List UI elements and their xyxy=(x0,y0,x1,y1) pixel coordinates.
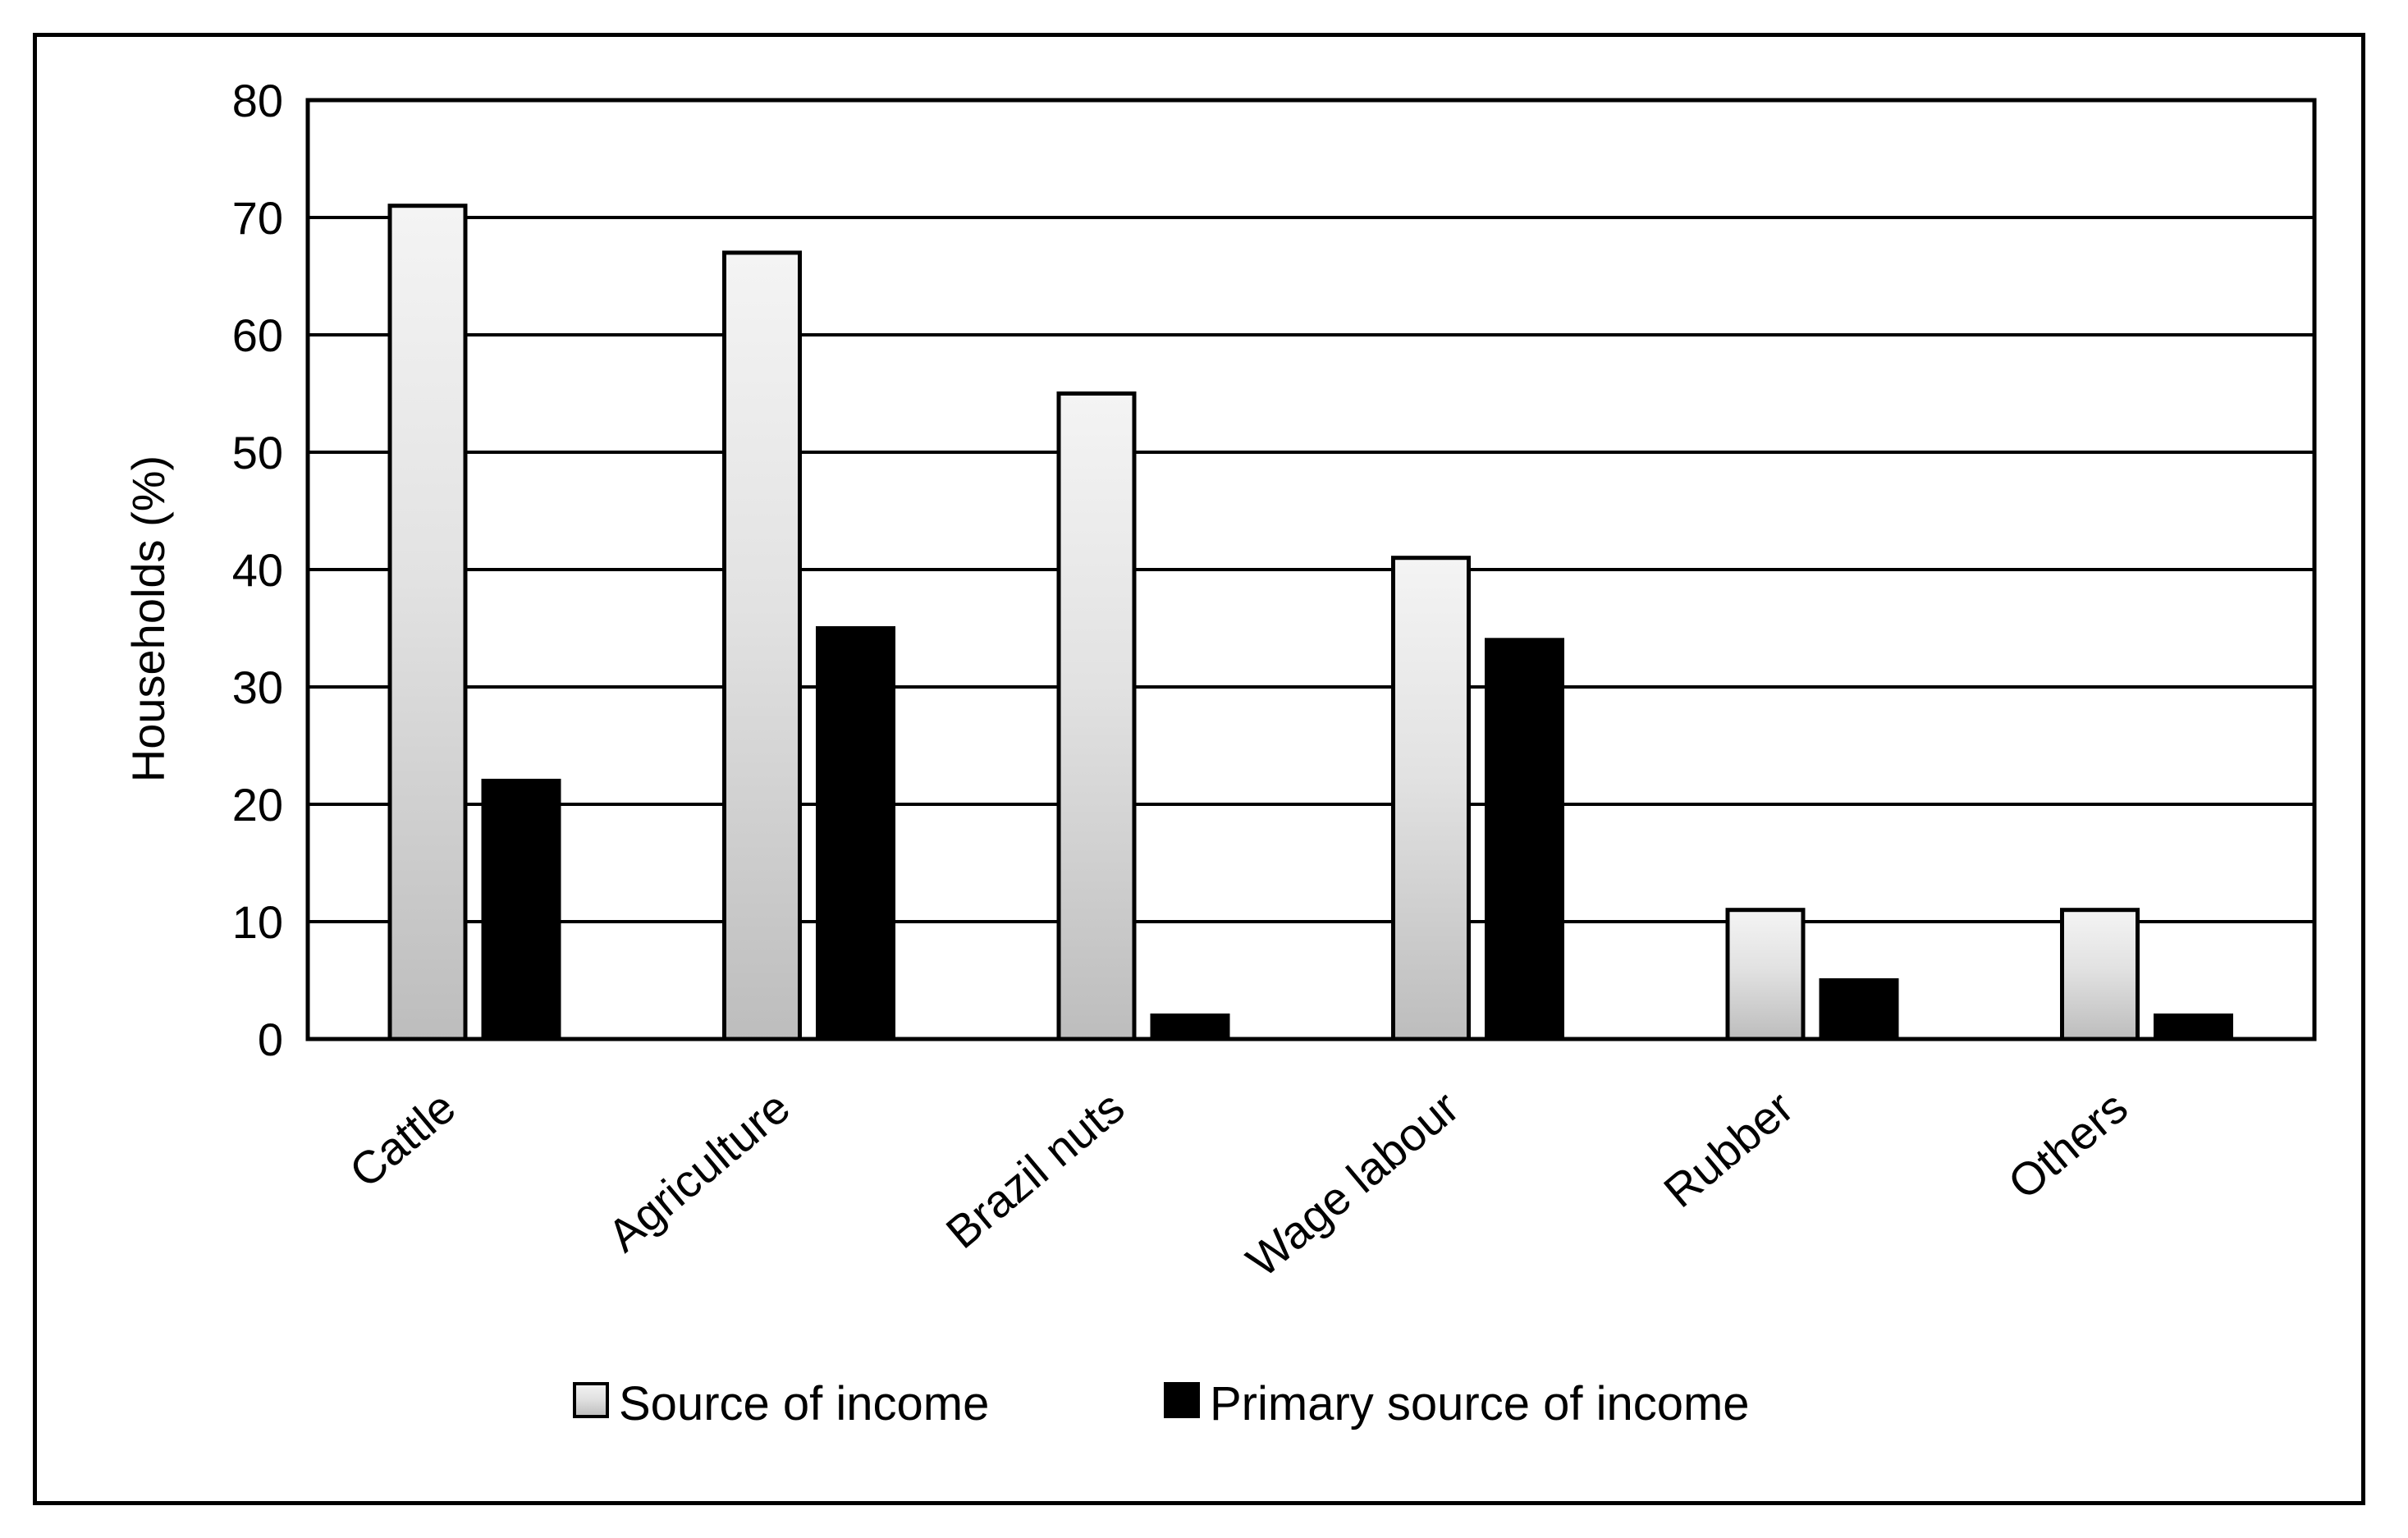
y-tick-label: 30 xyxy=(232,661,283,713)
bar-cattle-primary xyxy=(481,778,561,1041)
legend: Source of income Primary source of income xyxy=(573,1377,1750,1430)
y-tick-label: 40 xyxy=(232,544,283,596)
x-category-label: Agriculture xyxy=(597,1081,799,1261)
y-tick-label: 50 xyxy=(232,427,283,478)
legend-label-source: Source of income xyxy=(619,1377,989,1430)
bar-rubber-primary xyxy=(1819,978,1899,1041)
bars xyxy=(387,204,2233,1041)
y-axis-title: Households (%) xyxy=(122,455,174,782)
y-tick-label: 10 xyxy=(232,896,283,948)
x-category-label: Others xyxy=(1998,1081,2137,1209)
x-category-label: Wage labour xyxy=(1237,1081,1468,1287)
bar-cattle-source xyxy=(387,204,468,1041)
bar-rubber-source xyxy=(1725,908,1806,1041)
bar-wage-labour-primary xyxy=(1485,638,1564,1041)
y-tick-label: 20 xyxy=(232,779,283,831)
gridlines xyxy=(308,98,2314,1041)
x-axis-labels: Cattle Agriculture Brazil nuts Wage labour R… xyxy=(340,1081,2137,1287)
bar-others-source xyxy=(2060,908,2140,1041)
bar-others-primary xyxy=(2154,1013,2233,1041)
plot-area-border xyxy=(305,98,2317,1041)
y-axis-ticks: 0 10 20 30 40 50 60 70 80 xyxy=(232,75,283,1065)
legend-swatch-source xyxy=(573,1382,609,1418)
x-category-label: Cattle xyxy=(340,1081,465,1197)
legend-label-primary: Primary source of income xyxy=(1210,1377,1750,1430)
y-tick-label: 60 xyxy=(232,309,283,361)
x-category-label: Brazil nuts xyxy=(936,1081,1134,1258)
y-tick-label: 70 xyxy=(232,192,283,244)
y-tick-label: 80 xyxy=(232,75,283,126)
bar-brazil-nuts-primary xyxy=(1150,1013,1230,1041)
bar-agriculture-source xyxy=(722,250,802,1041)
x-category-label: Rubber xyxy=(1654,1081,1802,1217)
legend-swatch-primary xyxy=(1164,1382,1200,1418)
bar-brazil-nuts-source xyxy=(1056,391,1137,1041)
bar-wage-labour-source xyxy=(1391,556,1471,1041)
bar-agriculture-primary xyxy=(816,626,895,1041)
y-tick-label: 0 xyxy=(258,1014,283,1065)
